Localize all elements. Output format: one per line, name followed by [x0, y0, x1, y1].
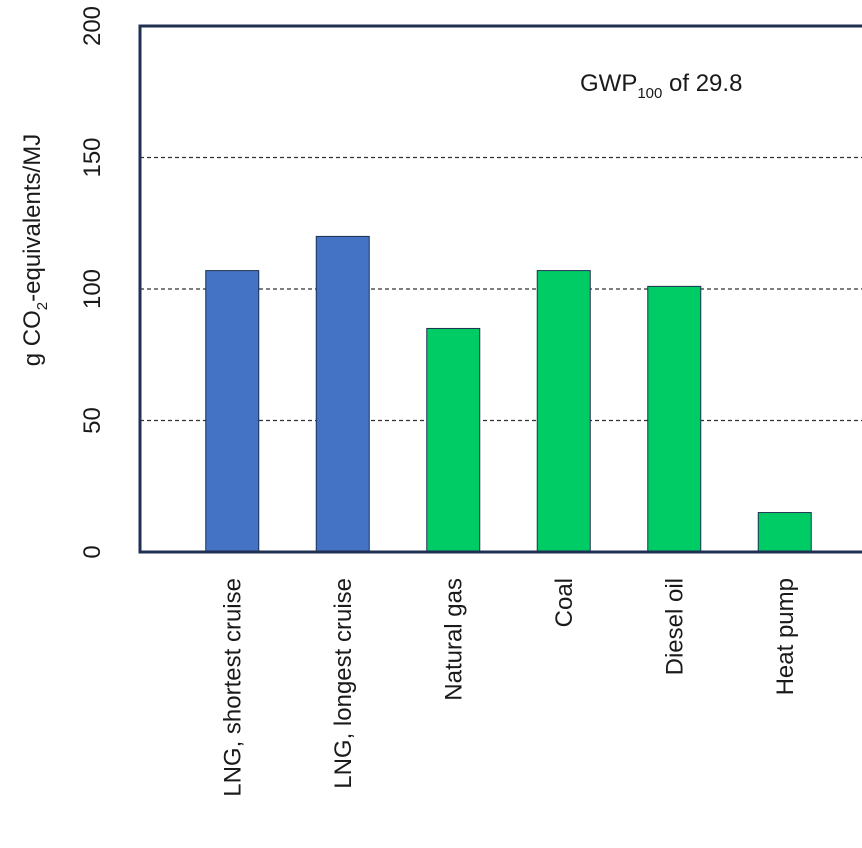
y-axis-label: g CO2-equivalents/MJ	[19, 134, 51, 366]
gwp-annotation: GWP100 of 29.8	[580, 70, 742, 102]
y-tick-200: 200	[79, 6, 106, 46]
bar-4	[647, 285, 702, 553]
y-tick-50: 50	[79, 407, 106, 434]
y-tick-150: 150	[79, 137, 106, 177]
category-label-0: LNG, shortest cruise	[219, 578, 246, 797]
y-tick-0: 0	[79, 545, 106, 558]
category-labels: LNG, shortest cruise LNG, longest cruise N…	[219, 578, 799, 797]
y-tick-100: 100	[79, 269, 106, 309]
category-label-1: LNG, longest cruise	[330, 578, 357, 789]
y-tick-labels: 0 50 100 150 200	[79, 6, 106, 559]
category-label-3: Coal	[551, 578, 578, 627]
bar-1	[315, 235, 370, 553]
gridlines	[140, 156, 862, 422]
bar-0	[205, 270, 260, 553]
bar-2	[426, 327, 481, 553]
category-label-4: Diesel oil	[661, 578, 688, 675]
bar-3	[536, 270, 591, 553]
plot-frame	[138, 24, 862, 554]
category-label-5: Heat pump	[772, 578, 799, 695]
bars	[205, 235, 812, 553]
category-label-2: Natural gas	[440, 578, 467, 701]
bar-5	[757, 512, 812, 553]
